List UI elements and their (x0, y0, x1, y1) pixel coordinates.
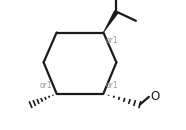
Text: or1: or1 (105, 36, 118, 45)
Text: or1: or1 (39, 81, 52, 90)
Polygon shape (103, 10, 119, 33)
Text: or1: or1 (105, 81, 118, 90)
Text: O: O (151, 90, 160, 103)
